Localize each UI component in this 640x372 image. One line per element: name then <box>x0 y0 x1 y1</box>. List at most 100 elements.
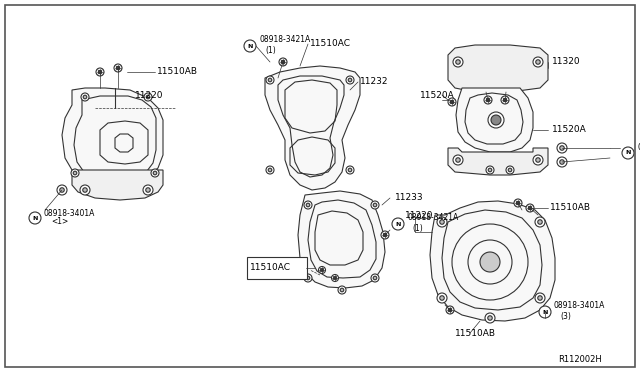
Text: 11510AC: 11510AC <box>310 39 351 48</box>
Circle shape <box>535 293 545 303</box>
Polygon shape <box>448 148 548 175</box>
Text: 11510AB: 11510AB <box>157 67 198 77</box>
Circle shape <box>332 275 339 282</box>
Text: 11320: 11320 <box>552 58 580 67</box>
Circle shape <box>282 60 285 64</box>
Circle shape <box>484 96 492 104</box>
Text: 11220: 11220 <box>135 92 163 100</box>
Circle shape <box>453 57 463 67</box>
Polygon shape <box>265 66 360 190</box>
Circle shape <box>449 308 452 312</box>
Circle shape <box>60 188 64 192</box>
Text: 11510AC: 11510AC <box>250 263 291 273</box>
Text: 11510AB: 11510AB <box>550 203 591 212</box>
Circle shape <box>488 112 504 128</box>
Circle shape <box>81 93 89 101</box>
Circle shape <box>83 188 87 192</box>
Circle shape <box>268 78 272 82</box>
Text: <1>: <1> <box>51 218 68 227</box>
Circle shape <box>437 293 447 303</box>
Polygon shape <box>456 88 533 152</box>
Text: 11220: 11220 <box>405 211 433 219</box>
Circle shape <box>488 168 492 172</box>
Circle shape <box>151 169 159 177</box>
Circle shape <box>440 296 444 300</box>
Text: 08918-3421A: 08918-3421A <box>407 214 458 222</box>
Text: (1): (1) <box>412 224 423 232</box>
Text: N: N <box>625 151 630 155</box>
Circle shape <box>560 160 564 164</box>
Circle shape <box>529 206 532 209</box>
Circle shape <box>536 60 540 64</box>
Text: N: N <box>542 310 548 314</box>
Circle shape <box>80 185 90 195</box>
Text: N: N <box>247 44 253 48</box>
Circle shape <box>99 70 102 74</box>
Circle shape <box>392 218 404 230</box>
Text: 11232: 11232 <box>360 77 388 87</box>
Circle shape <box>348 78 352 82</box>
Text: 08918-3401A: 08918-3401A <box>554 301 605 311</box>
Circle shape <box>560 146 564 150</box>
Circle shape <box>373 203 377 207</box>
Polygon shape <box>72 170 163 200</box>
Circle shape <box>57 185 67 195</box>
Polygon shape <box>430 201 555 321</box>
Text: N: N <box>32 215 38 221</box>
Text: (3): (3) <box>560 311 571 321</box>
Polygon shape <box>298 191 385 288</box>
Circle shape <box>304 274 312 282</box>
Circle shape <box>321 269 323 272</box>
Circle shape <box>73 171 77 175</box>
Circle shape <box>244 40 256 52</box>
Circle shape <box>29 212 41 224</box>
Circle shape <box>306 203 310 207</box>
Circle shape <box>488 316 492 320</box>
Circle shape <box>536 158 540 162</box>
Circle shape <box>116 66 120 70</box>
Circle shape <box>508 168 512 172</box>
Circle shape <box>333 277 337 279</box>
Circle shape <box>506 166 514 174</box>
Circle shape <box>539 306 551 318</box>
Circle shape <box>114 64 122 72</box>
Circle shape <box>381 231 389 239</box>
Circle shape <box>557 157 567 167</box>
Polygon shape <box>62 88 163 182</box>
Circle shape <box>448 98 456 106</box>
Text: 11510AB: 11510AB <box>455 328 496 337</box>
Polygon shape <box>448 45 548 92</box>
Text: R112002H: R112002H <box>558 356 602 365</box>
Circle shape <box>319 266 326 273</box>
Circle shape <box>516 201 520 205</box>
Circle shape <box>514 199 522 207</box>
Circle shape <box>538 296 542 300</box>
Circle shape <box>153 171 157 175</box>
Circle shape <box>446 306 454 314</box>
Circle shape <box>306 276 310 280</box>
Circle shape <box>453 155 463 165</box>
Circle shape <box>279 58 287 66</box>
Circle shape <box>348 168 352 172</box>
Circle shape <box>146 188 150 192</box>
Circle shape <box>371 274 379 282</box>
Circle shape <box>622 147 634 159</box>
Circle shape <box>501 96 509 104</box>
Circle shape <box>373 276 377 280</box>
Circle shape <box>504 99 507 102</box>
Circle shape <box>485 313 495 323</box>
Circle shape <box>456 60 460 64</box>
Circle shape <box>338 286 346 294</box>
Text: 11520A: 11520A <box>552 125 587 135</box>
Text: 08918-3421A: 08918-3421A <box>637 142 640 151</box>
Circle shape <box>486 99 490 102</box>
Circle shape <box>266 76 274 84</box>
Circle shape <box>533 57 543 67</box>
Circle shape <box>304 201 312 209</box>
Circle shape <box>83 95 87 99</box>
Circle shape <box>266 166 274 174</box>
Circle shape <box>346 166 354 174</box>
FancyBboxPatch shape <box>247 257 307 279</box>
Circle shape <box>480 252 500 272</box>
Circle shape <box>535 217 545 227</box>
